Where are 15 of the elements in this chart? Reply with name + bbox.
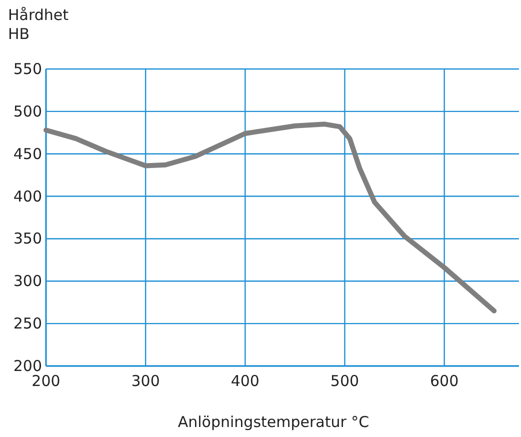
y-tick-label: 450	[13, 144, 42, 163]
y-tick-label: 550	[13, 60, 42, 78]
x-tick-label: 500	[330, 372, 360, 390]
x-tick-label: 400	[230, 372, 260, 390]
y-tick-label: 500	[13, 102, 42, 120]
x-tick-label: 600	[430, 372, 459, 390]
y-axis-title: Hårdhet HB	[8, 6, 69, 43]
y-tick-label: 250	[13, 314, 42, 333]
y-tick-label: 400	[13, 187, 42, 206]
x-tick-label: 200	[32, 372, 60, 390]
y-tick-label: 300	[13, 272, 42, 290]
y-tick-label: 350	[13, 230, 42, 248]
x-axis-title: Anlöpningstemperatur °C	[178, 413, 370, 431]
y-tick-label: 200	[13, 357, 42, 375]
x-tick-label: 300	[131, 372, 160, 390]
